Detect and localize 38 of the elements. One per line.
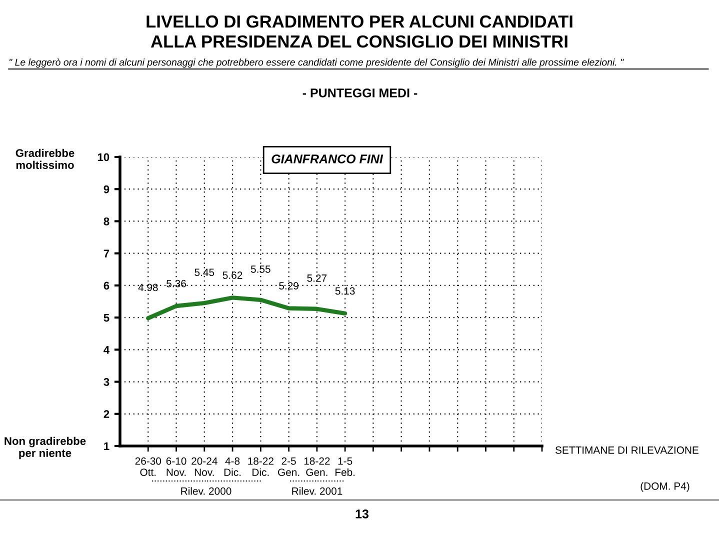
data-label: 5.45	[194, 268, 214, 276]
x-tick-label: 4-8 Dic.	[224, 457, 241, 476]
y-tick-label: 4	[104, 346, 110, 354]
x-tick-label: 20-24 Nov.	[192, 457, 218, 476]
y-tick-label: 10	[98, 153, 110, 162]
y-tick-label: 7	[104, 250, 110, 258]
text: 13	[356, 510, 368, 518]
x-tick-label: 18-22 Gen.	[304, 457, 330, 476]
text: - PUNTEGGI MEDI -	[302, 88, 418, 98]
data-label: 4.98	[138, 284, 158, 292]
data-label: 5.62	[222, 272, 242, 279]
x-tick-label: 18-22 Dic.	[248, 457, 274, 476]
text: (DOM. P4)	[640, 482, 690, 492]
x-tick-label: 6-10 Nov.	[166, 457, 186, 476]
annotation: GIANFRANCO FINI	[272, 154, 384, 164]
x-tick-label: 2-5 Gen.	[278, 457, 300, 476]
data-label: 5.27	[307, 274, 327, 282]
y-tick-label: 9	[104, 185, 110, 194]
x-tick-label: 26-30 Ott.	[135, 457, 162, 476]
text: Non gradirebbe per niente	[4, 436, 86, 460]
y-tick-label: 6	[104, 282, 110, 290]
x-tick-label: 1-5 Feb.	[336, 457, 355, 476]
x-axis-title: SETTIMANE DI RILEVAZIONE	[555, 446, 698, 454]
y-tick-label: 5	[104, 314, 110, 322]
chart-subtitle: " Le leggerò ora i nomi di alcuni personaggi che potrebbero essere candidati come presidente del Consiglio dei Ministri alle prossime elezioni. "	[10, 58, 624, 68]
y-tick-label: 2	[104, 410, 110, 418]
data-label: 5.13	[335, 287, 355, 295]
y-tick-label: 8	[104, 217, 110, 226]
data-label: 5.36	[166, 280, 186, 288]
y-tick-label: 3	[104, 378, 110, 386]
text: Rilev. 2001	[292, 487, 342, 495]
data-label: 5.29	[279, 282, 298, 290]
text: Rilev. 2000	[181, 487, 232, 495]
y-tick-label: 1	[104, 442, 110, 450]
chart-title: LIVELLO DI GRADIMENTO PER ALCUNI CANDIDATI ALLA PRESIDENZA DEL CONSIGLIO DEI MINISTRI	[146, 15, 572, 48]
data-label: 5.55	[250, 266, 270, 273]
line-series	[146, 296, 348, 320]
text: Gradirebbe moltissimo	[16, 148, 74, 169]
